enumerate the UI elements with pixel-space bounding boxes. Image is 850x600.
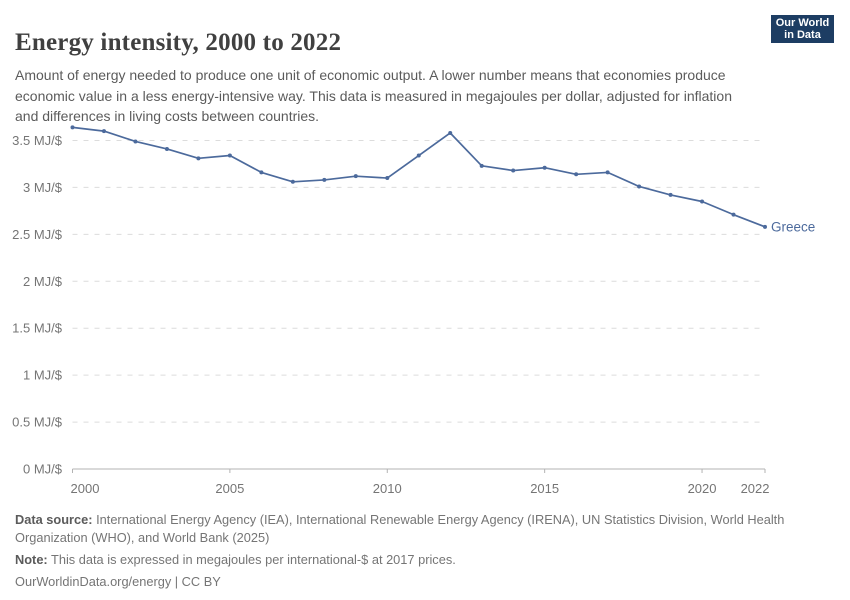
data-point[interactable] bbox=[101, 129, 106, 134]
data-point[interactable] bbox=[731, 212, 736, 217]
data-point[interactable] bbox=[133, 139, 138, 144]
data-source-line: Data source: International Energy Agency… bbox=[15, 511, 815, 547]
note-line: Note: This data is expressed in megajoul… bbox=[15, 551, 815, 569]
data-point[interactable] bbox=[196, 156, 201, 161]
owid-logo[interactable]: Our World in Data bbox=[771, 15, 834, 47]
owid-logo-line2: in Data bbox=[784, 29, 821, 41]
data-point[interactable] bbox=[385, 176, 390, 181]
y-tick-label: 1 MJ/$ bbox=[23, 368, 63, 383]
data-point[interactable] bbox=[227, 153, 232, 158]
y-tick-label: 2.5 MJ/$ bbox=[12, 227, 63, 242]
y-tick-label: 3 MJ/$ bbox=[23, 180, 63, 195]
y-tick-label: 3.5 MJ/$ bbox=[12, 133, 63, 148]
data-point[interactable] bbox=[542, 165, 547, 170]
owid-logo-box: Our World in Data bbox=[771, 15, 834, 43]
x-tick-label: 2005 bbox=[215, 481, 244, 496]
data-point[interactable] bbox=[479, 163, 484, 168]
page-title: Energy intensity, 2000 to 2022 bbox=[15, 28, 342, 56]
data-point[interactable] bbox=[70, 125, 75, 130]
y-tick-label: 1.5 MJ/$ bbox=[12, 321, 63, 336]
data-point[interactable] bbox=[574, 172, 579, 177]
data-source-text: International Energy Agency (IEA), Inter… bbox=[15, 512, 785, 546]
data-point[interactable] bbox=[259, 170, 264, 175]
x-tick-label: 2015 bbox=[530, 481, 559, 496]
data-point[interactable] bbox=[637, 184, 642, 189]
data-point[interactable] bbox=[511, 168, 516, 173]
owid-logo-line1: Our World bbox=[775, 16, 830, 29]
y-tick-label: 0.5 MJ/$ bbox=[12, 415, 63, 430]
data-point[interactable] bbox=[353, 174, 358, 179]
data-point[interactable] bbox=[700, 199, 705, 204]
x-tick-label: 2020 bbox=[688, 481, 717, 496]
data-point[interactable] bbox=[322, 177, 327, 182]
data-source-label: Data source: bbox=[15, 512, 93, 527]
data-point[interactable] bbox=[290, 179, 295, 184]
x-tick-label: 2000 bbox=[71, 481, 100, 496]
data-point[interactable] bbox=[763, 224, 767, 229]
trend-line-greece bbox=[71, 126, 766, 228]
series-end-label: Greece bbox=[771, 219, 815, 234]
data-point[interactable] bbox=[668, 192, 673, 197]
note-text: This data is expressed in megajoules per… bbox=[47, 552, 456, 568]
data-point[interactable] bbox=[448, 130, 453, 135]
data-point[interactable] bbox=[164, 146, 169, 151]
y-tick-label: 2 MJ/$ bbox=[23, 274, 63, 289]
owid-license-link[interactable]: OurWorldinData.org/energy | CC BY bbox=[15, 574, 221, 590]
x-tick-label: 2022 bbox=[741, 481, 770, 496]
x-tick-label: 2010 bbox=[373, 481, 402, 496]
data-point[interactable] bbox=[605, 170, 610, 175]
y-tick-label: 0 MJ/$ bbox=[23, 462, 63, 477]
page-subtitle: Amount of energy needed to produce one u… bbox=[15, 67, 732, 125]
chart-footer: Data source: International Energy Agency… bbox=[15, 511, 815, 596]
note-label: Note: bbox=[15, 552, 48, 568]
data-point[interactable] bbox=[416, 153, 421, 158]
